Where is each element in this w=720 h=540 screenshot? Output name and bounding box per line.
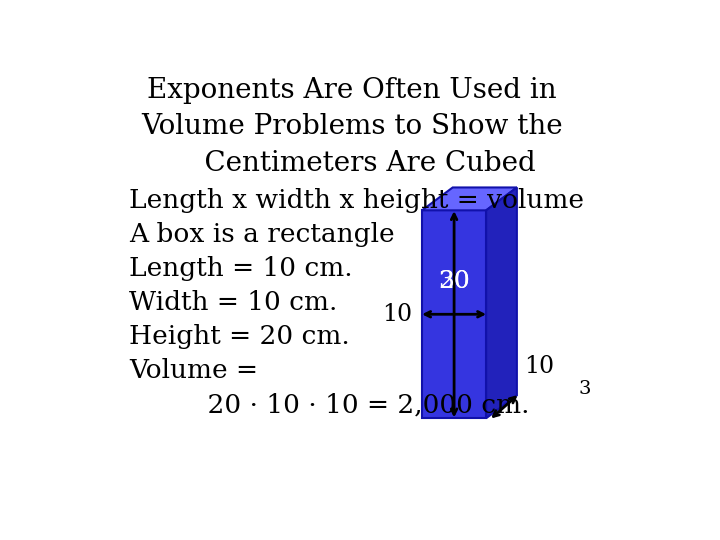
Text: Volume =: Volume =	[129, 359, 258, 383]
Text: 10: 10	[382, 303, 412, 326]
Text: Centimeters Are Cubed: Centimeters Are Cubed	[169, 150, 536, 177]
Text: 20 · 10 · 10 = 2,000 cm.: 20 · 10 · 10 = 2,000 cm.	[174, 393, 529, 417]
Polygon shape	[486, 187, 517, 418]
Text: Width = 10 cm.: Width = 10 cm.	[129, 290, 338, 315]
Polygon shape	[422, 210, 486, 418]
Text: Volume Problems to Show the: Volume Problems to Show the	[141, 113, 563, 140]
Text: 3: 3	[578, 380, 590, 398]
Text: 10: 10	[524, 355, 554, 378]
Text: Length = 10 cm.: Length = 10 cm.	[129, 256, 353, 281]
Text: Length x width x height = volume: Length x width x height = volume	[129, 188, 584, 213]
Text: A box is a rectangle: A box is a rectangle	[129, 222, 395, 247]
Polygon shape	[422, 187, 517, 210]
Text: Height = 20 cm.: Height = 20 cm.	[129, 324, 350, 349]
Text: 20: 20	[438, 269, 470, 293]
Text: Exponents Are Often Used in: Exponents Are Often Used in	[148, 77, 557, 104]
Text: 30: 30	[438, 269, 470, 293]
